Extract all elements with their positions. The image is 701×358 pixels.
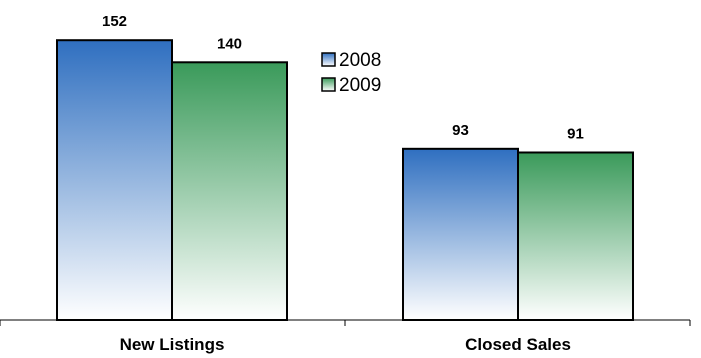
legend-swatch-2009 xyxy=(321,77,336,92)
bars-layer xyxy=(56,39,634,321)
bar-2008-new-listings xyxy=(56,39,173,321)
legend-swatch-2008 xyxy=(321,52,336,67)
legend-label-2009: 2009 xyxy=(339,75,381,96)
bar-2009-new-listings xyxy=(171,61,288,321)
data-label-2009-closed-sales: 91 xyxy=(567,125,584,142)
legend: 2008 2009 xyxy=(321,50,381,96)
data-label-2008-closed-sales: 93 xyxy=(452,122,469,139)
data-labels-layer: 152 140 93 91 xyxy=(102,13,584,142)
bar-2009-closed-sales xyxy=(517,151,634,321)
x-tick-label-new-listings: New Listings xyxy=(120,335,225,354)
bar-2008-closed-sales xyxy=(402,147,519,321)
x-axis: New Listings Closed Sales xyxy=(0,319,691,354)
legend-label-2008: 2008 xyxy=(339,50,381,71)
data-label-2009-new-listings: 140 xyxy=(217,35,242,52)
data-label-2008-new-listings: 152 xyxy=(102,13,127,30)
x-tick-label-closed-sales: Closed Sales xyxy=(465,335,571,354)
